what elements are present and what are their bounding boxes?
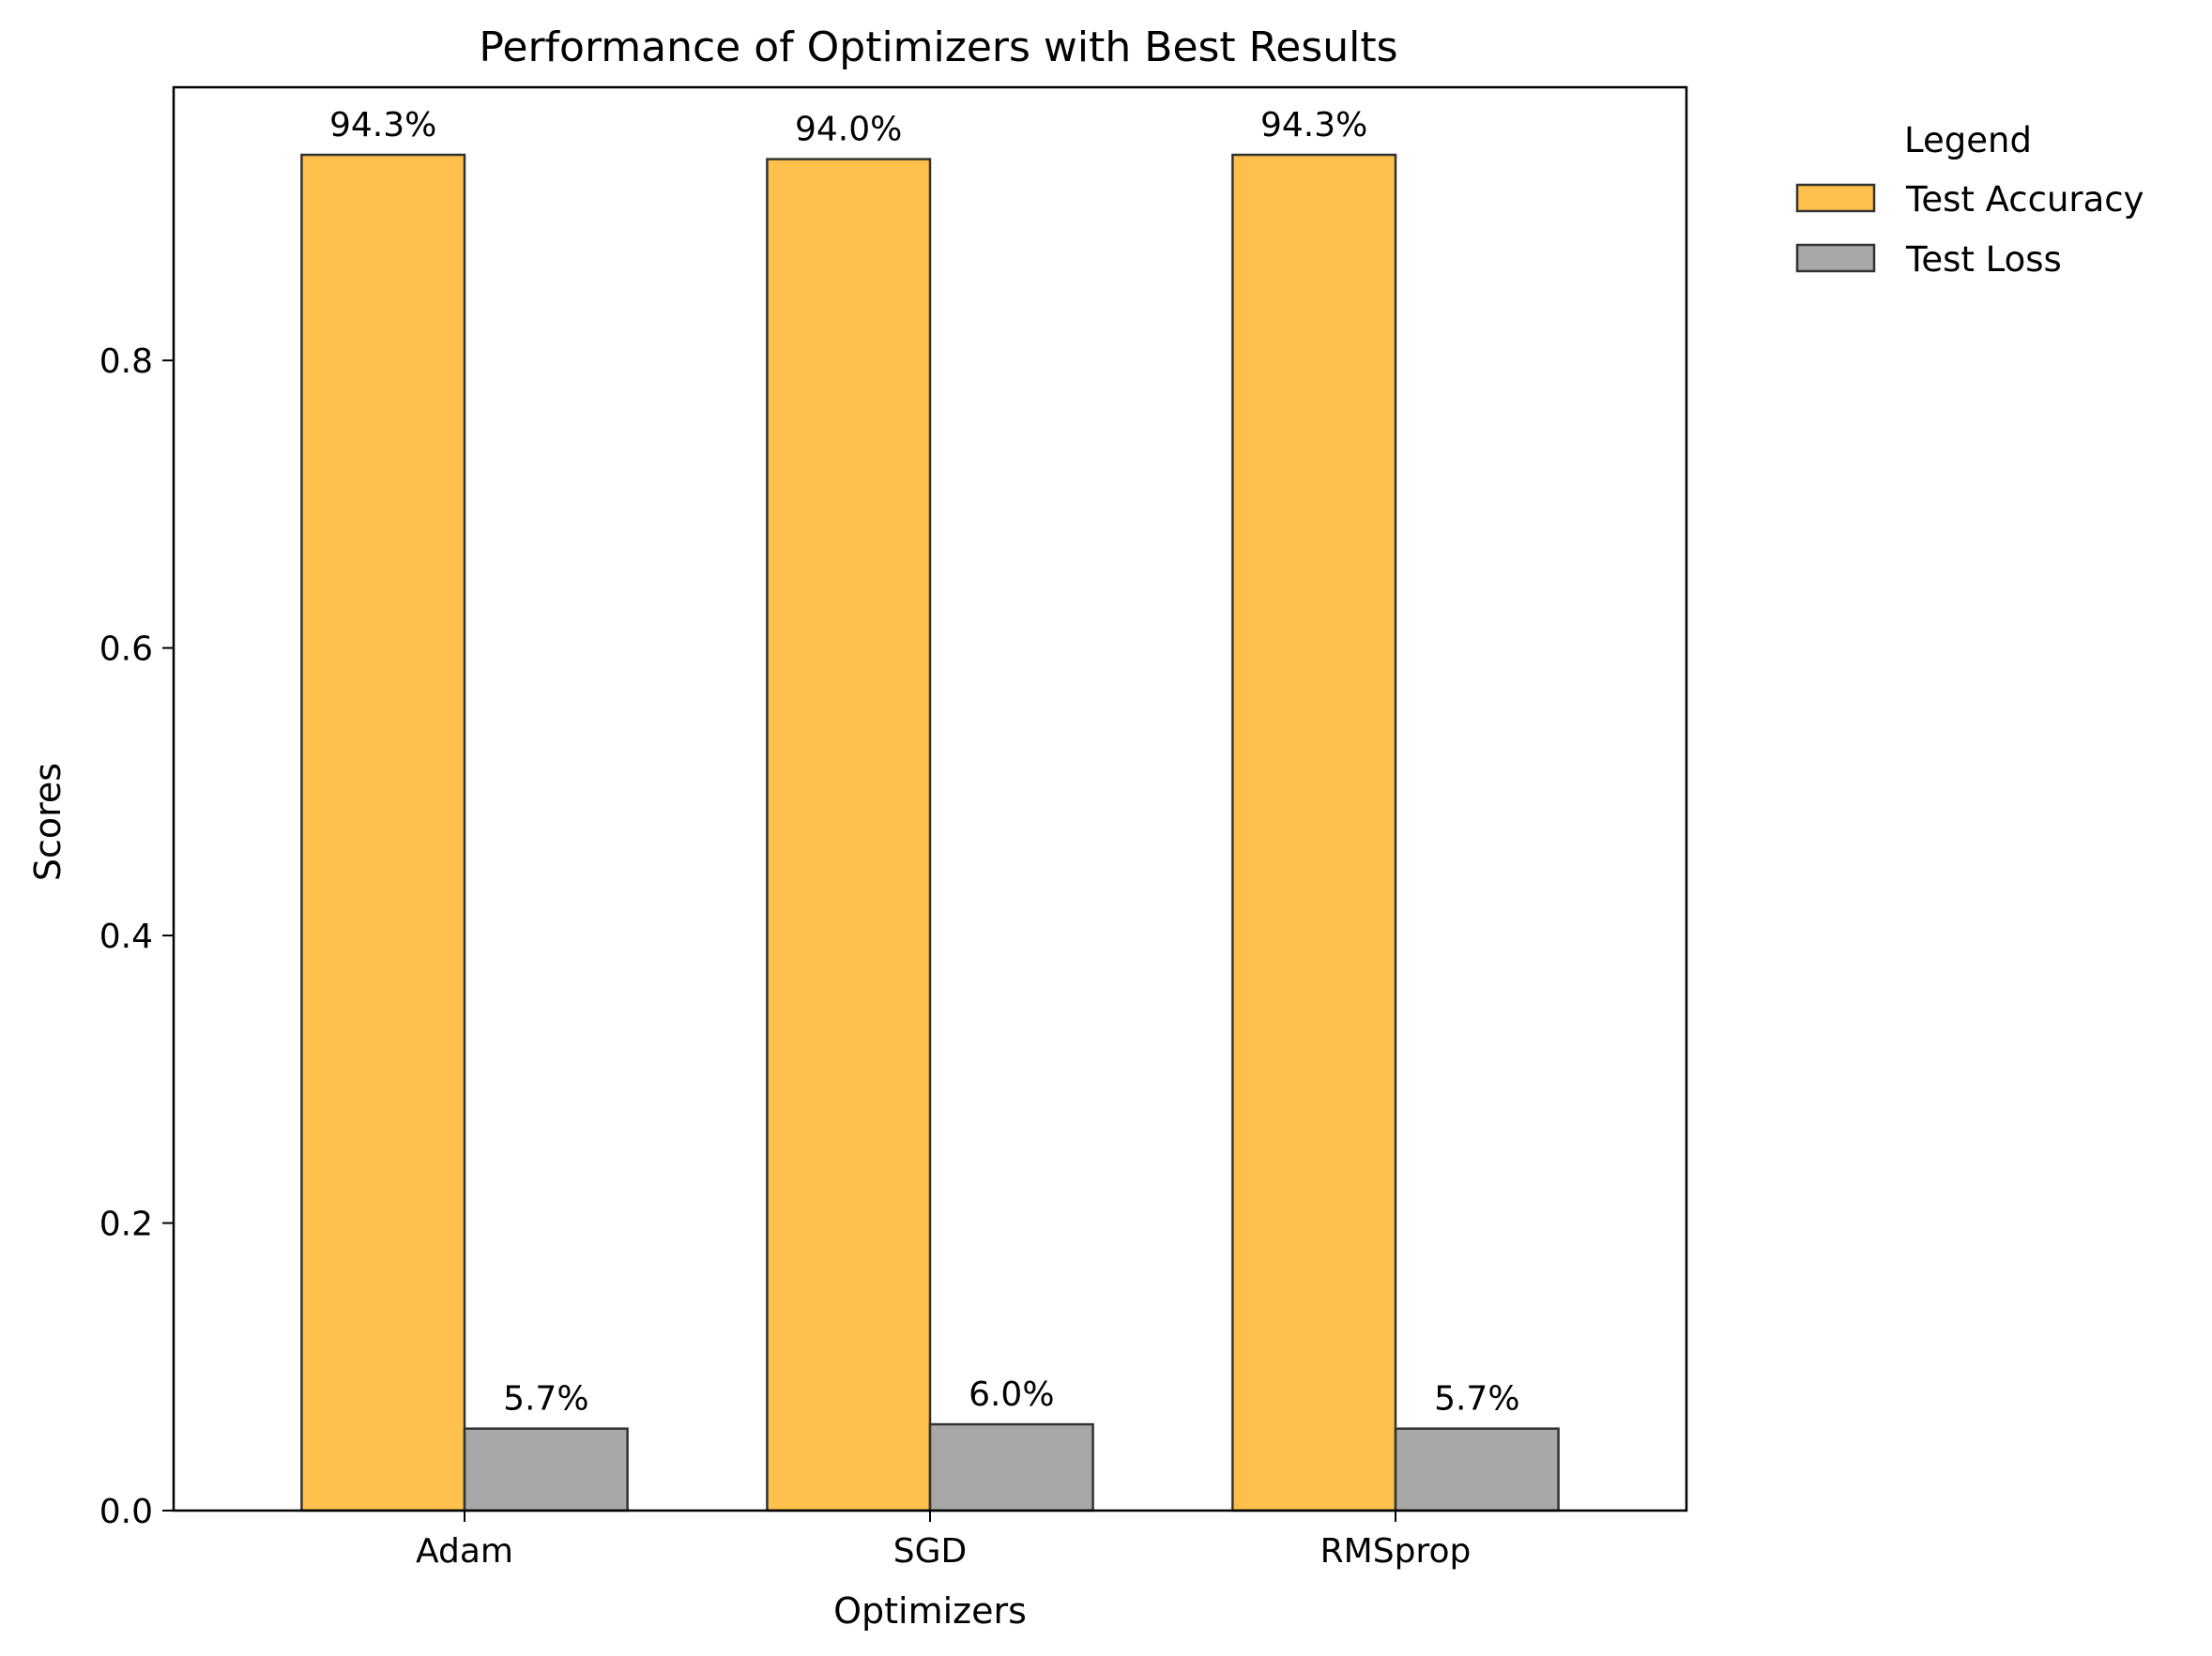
x-tick-label-rmsprop: RMSprop bbox=[1320, 1532, 1472, 1571]
data-label-test-loss-sgd: 6.0% bbox=[969, 1375, 1054, 1414]
y-axis-ticks: 0.0 0.2 0.4 0.6 0.8 bbox=[99, 342, 174, 1531]
legend-swatch-test-accuracy bbox=[1795, 183, 1876, 213]
data-label-test-accuracy-sgd: 94.0% bbox=[795, 111, 902, 149]
y-tick-label: 0.6 bbox=[99, 630, 153, 669]
bar-test-loss-rmsprop bbox=[1394, 1427, 1560, 1512]
data-label-test-loss-rmsprop: 5.7% bbox=[1434, 1380, 1519, 1419]
bar-test-accuracy-sgd bbox=[766, 158, 932, 1512]
x-axis-label: Optimizers bbox=[833, 1590, 1027, 1632]
bar-labels-group: 94.3% 94.0% 94.3% 5.7% 6.0% 5.7% bbox=[329, 106, 1520, 1419]
x-tick-label-adam: Adam bbox=[416, 1532, 513, 1571]
y-tick-label: 0.0 bbox=[99, 1493, 153, 1531]
bar-test-loss-adam bbox=[463, 1427, 629, 1512]
x-tick-label-sgd: SGD bbox=[893, 1532, 967, 1571]
y-tick-label: 0.4 bbox=[99, 918, 153, 956]
bar-test-accuracy-adam bbox=[300, 153, 466, 1512]
legend-label-test-loss: Test Loss bbox=[1905, 239, 2062, 280]
bars-group bbox=[300, 153, 1560, 1512]
x-axis-ticks: Adam SGD RMSprop bbox=[416, 1511, 1471, 1571]
legend-title: Legend bbox=[1904, 120, 2032, 160]
bar-test-loss-sgd bbox=[928, 1422, 1094, 1512]
bar-test-accuracy-rmsprop bbox=[1231, 153, 1397, 1512]
y-axis-label: Scores bbox=[27, 763, 69, 881]
data-label-test-accuracy-adam: 94.3% bbox=[329, 106, 436, 144]
y-tick-label: 0.2 bbox=[99, 1206, 153, 1244]
data-label-test-loss-adam: 5.7% bbox=[503, 1380, 588, 1419]
data-label-test-accuracy-rmsprop: 94.3% bbox=[1260, 106, 1367, 144]
chart-title: Performance of Optimizers with Best Resu… bbox=[479, 23, 1397, 71]
y-tick-label: 0.8 bbox=[99, 342, 153, 381]
legend-swatch-test-loss bbox=[1795, 243, 1876, 273]
legend: Legend Test Accuracy Test Loss bbox=[1795, 120, 2144, 280]
legend-label-test-accuracy: Test Accuracy bbox=[1905, 179, 2144, 220]
